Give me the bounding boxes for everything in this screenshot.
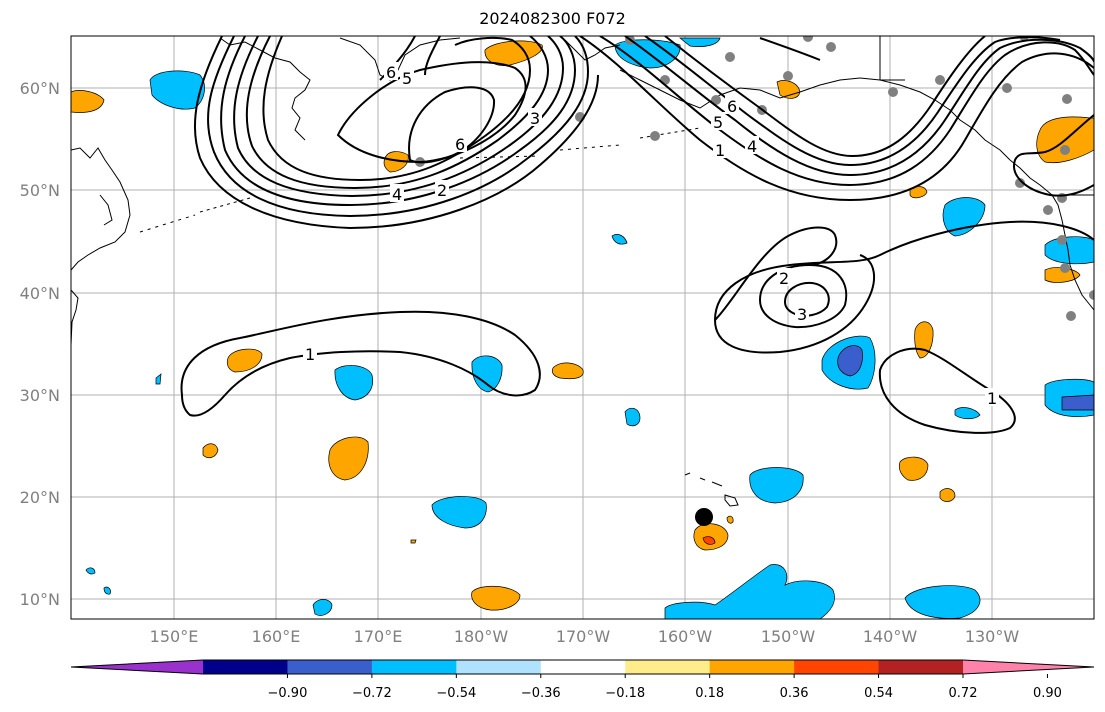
colorbar: −0.90 −0.72 −0.54 −0.36 −0.18 0.18 0.36 0.54 0.7…: [70, 659, 1095, 701]
svg-text:2: 2: [779, 269, 789, 288]
colorbar-tick-label: 0.36: [780, 686, 809, 701]
svg-text:1: 1: [987, 389, 997, 408]
svg-text:4: 4: [392, 185, 402, 204]
colorbar-tick-label: 0.72: [949, 686, 978, 701]
svg-text:5: 5: [713, 113, 723, 132]
colorbar-segment: [456, 660, 542, 674]
lat-tick-label: 60°N: [20, 79, 60, 98]
lon-tick-label: 170°E: [354, 627, 403, 646]
colorbar-tick-label: 0.18: [695, 686, 724, 701]
colorbar-tick-label: −0.18: [605, 686, 645, 701]
lon-ticks: 150°E 160°E 170°E 180°W 170°W 160°W 150°…: [150, 627, 1020, 646]
colorbar-segment: [878, 660, 964, 674]
colorbar-tick-label: −0.90: [268, 686, 308, 701]
colorbar-segment: [625, 660, 711, 674]
center-marker: [695, 508, 713, 526]
colorbar-tick-label: 0.54: [864, 686, 893, 701]
colorbar-tick-label: −0.54: [436, 686, 476, 701]
svg-text:3: 3: [530, 109, 540, 128]
colorbar-tick-label: −0.72: [352, 686, 392, 701]
lat-tick-label: 30°N: [20, 386, 60, 405]
svg-text:2: 2: [437, 181, 447, 200]
colorbar-segment: [371, 660, 457, 674]
colorbar-segment: [203, 660, 288, 674]
lon-tick-label: 160°E: [252, 627, 301, 646]
lat-tick-label: 40°N: [20, 284, 60, 303]
anomaly-fills: [71, 37, 1094, 619]
svg-text:6: 6: [455, 135, 465, 154]
coastlines: [71, 36, 1094, 507]
svg-text:6: 6: [386, 63, 396, 82]
map-title: 2024082300 F072: [479, 9, 626, 28]
height-contours: [180, 36, 1094, 434]
map-frame: [70, 35, 1095, 620]
lon-tick-label: 150°E: [150, 627, 199, 646]
colorbar-tick-label: 0.90: [1033, 686, 1062, 701]
colorbar-segment: [794, 660, 880, 674]
lon-tick-label: 180°W: [454, 627, 509, 646]
lat-tick-label: 50°N: [20, 181, 60, 200]
svg-text:3: 3: [797, 305, 807, 324]
colorbar-segment: [287, 660, 373, 674]
contour-labels: 6 5 3 6 4 2 6 5 1 4 2 3 1 1: [303, 62, 999, 408]
colorbar-segment: [709, 660, 795, 674]
svg-text:1: 1: [305, 345, 315, 364]
colorbar-tick-label: −0.36: [521, 686, 561, 701]
lat-tick-label: 10°N: [20, 590, 60, 609]
colorbar-segment: [71, 660, 203, 674]
svg-text:6: 6: [727, 97, 737, 116]
lon-tick-label: 140°W: [863, 627, 918, 646]
lon-tick-label: 160°W: [658, 627, 713, 646]
lon-tick-label: 150°W: [761, 627, 816, 646]
lat-tick-label: 20°N: [20, 488, 60, 507]
lon-tick-label: 170°W: [556, 627, 611, 646]
colorbar-segment: [540, 660, 626, 674]
colorbar-segment: [963, 660, 1094, 674]
lon-tick-label: 130°W: [965, 627, 1020, 646]
svg-text:4: 4: [747, 137, 757, 156]
svg-text:1: 1: [715, 141, 725, 160]
svg-text:5: 5: [402, 69, 412, 88]
lat-ticks: 60°N 50°N 40°N 30°N 20°N 10°N: [20, 79, 60, 609]
